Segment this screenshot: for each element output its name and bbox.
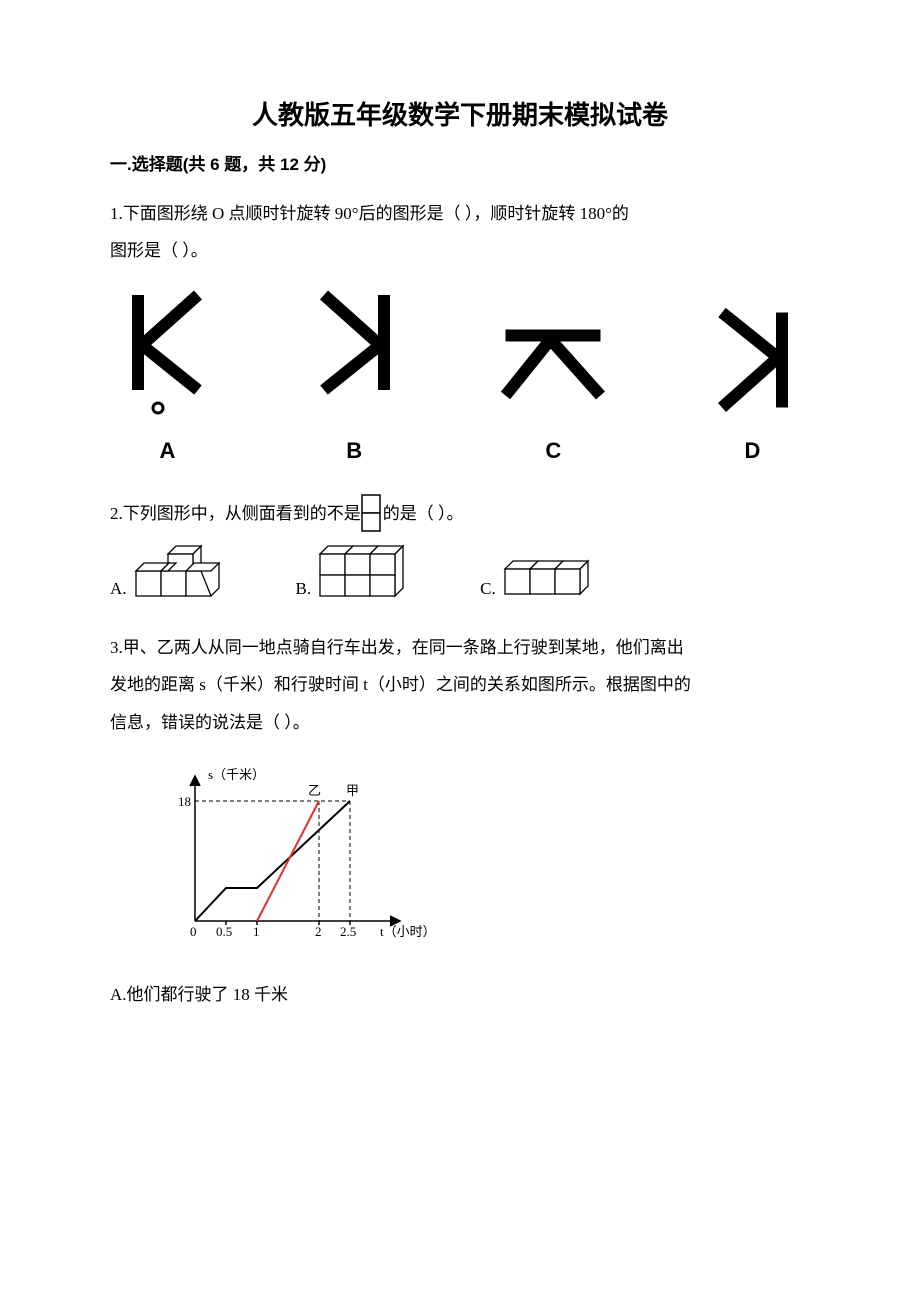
q1-figure-d: D xyxy=(705,305,800,464)
chart-xtick-05: 0.5 xyxy=(216,924,232,939)
q1-figure-b: B xyxy=(307,290,402,464)
q1-figure-c: C xyxy=(493,310,613,464)
q2-opt-a-label: A. xyxy=(110,579,127,599)
distance-time-chart-icon: s（千米） 18 0 0.5 1 2 2.5 t（小时） 乙 甲 xyxy=(150,761,430,951)
q2-option-c: C. xyxy=(480,559,600,599)
q1-text-line2: 图形是（ ）。 xyxy=(110,241,208,260)
q2-option-b: B. xyxy=(296,544,411,599)
chart-series-yi: 乙 xyxy=(308,783,321,798)
page: 人教版五年级数学下册期末模拟试卷 一.选择题(共 6 题，共 12 分) 1.下… xyxy=(0,0,920,1053)
cubes-c-icon xyxy=(500,559,600,599)
k-mirror-icon xyxy=(307,290,402,420)
q1-text: 1.下面图形绕 O 点顺时针旋转 90°后的图形是（ ），顺时针旋转 180°的… xyxy=(110,195,810,270)
k-rot180-icon xyxy=(705,305,800,420)
q2-option-a: A. xyxy=(110,544,226,599)
q1-letter-c: C xyxy=(545,438,561,464)
chart-xtick-25: 2.5 xyxy=(340,924,356,939)
q3-line1: 3.甲、乙两人从同一地点骑自行车出发，在同一条路上行驶到某地，他们离出 xyxy=(110,638,684,657)
q1-letter-b: B xyxy=(346,438,362,464)
q2-options-row: A. B. xyxy=(110,544,810,599)
q1-figure-a: A xyxy=(120,290,215,464)
exam-title: 人教版五年级数学下册期末模拟试卷 xyxy=(110,95,810,132)
q3-chart: s（千米） 18 0 0.5 1 2 2.5 t（小时） 乙 甲 xyxy=(150,761,810,956)
section-1-heading: 一.选择题(共 6 题，共 12 分) xyxy=(110,150,810,175)
chart-xlabel: t（小时） xyxy=(380,924,430,939)
q3-text: 3.甲、乙两人从同一地点骑自行车出发，在同一条路上行驶到某地，他们离出 发地的距… xyxy=(110,629,810,741)
cubes-b-icon xyxy=(315,544,410,599)
cubes-a-icon xyxy=(131,544,226,599)
q2-text: 2.下列图形中，从侧面看到的不是 的是（ ）。 xyxy=(110,494,810,534)
q2-prefix: 2.下列图形中，从侧面看到的不是 xyxy=(110,497,361,531)
k-rot90-icon xyxy=(493,310,613,420)
q2-opt-c-label: C. xyxy=(480,579,496,599)
chart-series-ji: 甲 xyxy=(346,783,359,798)
q2-suffix: 的是（ ）。 xyxy=(383,497,464,531)
chart-ylabel: s（千米） xyxy=(208,767,265,782)
q3-block: 3.甲、乙两人从同一地点骑自行车出发，在同一条路上行驶到某地，他们离出 发地的距… xyxy=(110,629,810,1014)
q2-opt-b-label: B. xyxy=(296,579,312,599)
q1-figure-row: A B C xyxy=(110,290,810,464)
q1-letter-d: D xyxy=(745,438,761,464)
q3-line2: 发地的距离 s（千米）和行驶时间 t（小时）之间的关系如图所示。根据图中的 xyxy=(110,675,691,694)
chart-xtick-0: 0 xyxy=(190,924,197,939)
q3-option-a: A.他们都行驶了 18 千米 xyxy=(110,976,810,1013)
two-square-vertical-icon xyxy=(361,494,383,534)
chart-xtick-2: 2 xyxy=(315,924,322,939)
chart-xtick-1: 1 xyxy=(253,924,260,939)
chart-ytick-18: 18 xyxy=(178,794,191,809)
q1-text-line1: 1.下面图形绕 O 点顺时针旋转 90°后的图形是（ ），顺时针旋转 180°的 xyxy=(110,204,629,223)
k-original-icon xyxy=(120,290,215,420)
q1-letter-a: A xyxy=(160,438,176,464)
q3-line3: 信息，错误的说法是（ ）。 xyxy=(110,713,310,732)
